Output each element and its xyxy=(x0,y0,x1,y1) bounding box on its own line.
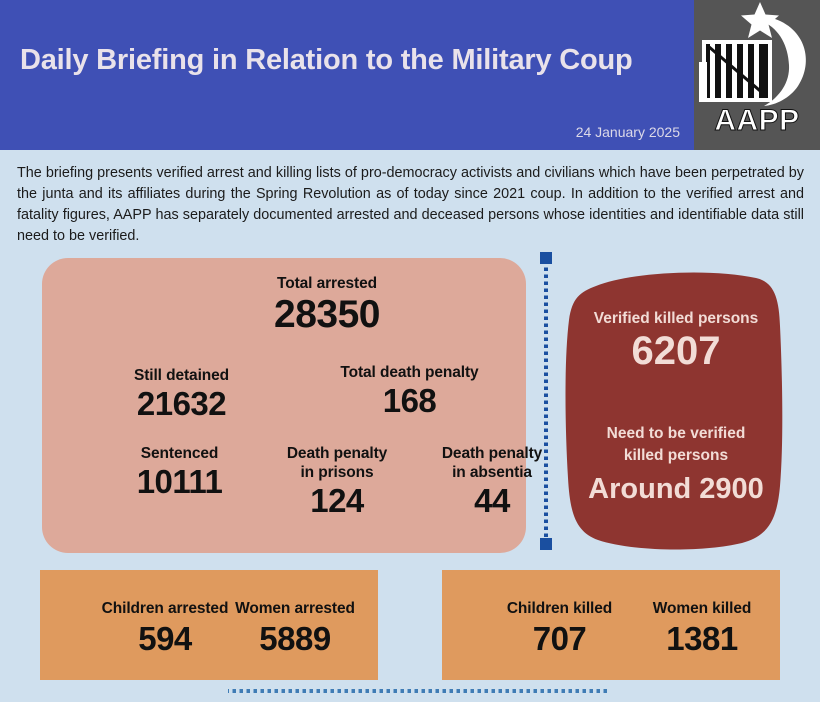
logo-panel: AAPP xyxy=(694,0,820,150)
stat-value: 10111 xyxy=(136,463,223,500)
blob-content: Verified killed persons 6207 Need to be … xyxy=(560,268,792,551)
stat-children-arrested: Children arrested 594 xyxy=(50,598,280,659)
aapp-logo xyxy=(694,2,820,112)
stat-death-penalty-in-absentia: Death penalty in absentia 44 xyxy=(402,444,582,520)
stat-value: 594 xyxy=(138,620,192,657)
horizontal-dotted-rule xyxy=(228,689,608,693)
briefing-date: 24 January 2025 xyxy=(575,124,680,140)
stat-label: Women killed xyxy=(652,600,752,617)
need-verified-value: Around 2900 xyxy=(588,473,764,505)
stat-value: 21632 xyxy=(136,385,227,422)
page-title: Daily Briefing in Relation to the Milita… xyxy=(20,44,633,76)
stat-label: Women arrested xyxy=(235,600,355,617)
stat-label-line1: Death penalty xyxy=(286,445,388,462)
logo-text: AAPP xyxy=(714,104,800,138)
stat-label: Still detained xyxy=(133,367,230,384)
blob-shape xyxy=(565,272,783,550)
intro-paragraph: The briefing presents verified arrest an… xyxy=(17,165,804,244)
stat-value: 28350 xyxy=(274,293,380,336)
stat-still-detained: Still detained 21632 xyxy=(74,366,289,423)
stat-label: Total arrested xyxy=(277,275,377,292)
star-icon xyxy=(741,2,779,38)
crescent-icon xyxy=(764,18,806,106)
killed-statistics-panel: Verified killed persons 6207 Need to be … xyxy=(560,268,792,551)
vertical-dotted-divider xyxy=(544,262,548,546)
page-header: Daily Briefing in Relation to the Milita… xyxy=(0,0,820,150)
stat-sentenced: Sentenced 10111 xyxy=(72,444,287,501)
stat-label: Sentenced xyxy=(140,445,219,462)
prison-cage-icon xyxy=(699,40,772,102)
verified-killed-value: 6207 xyxy=(631,329,721,373)
arrested-demographics-panel: Children arrested 594 Women arrested 588… xyxy=(40,570,378,680)
stat-value: 44 xyxy=(474,482,510,519)
stat-total-arrested: Total arrested 28350 xyxy=(172,274,482,337)
verified-killed-label: Verified killed persons xyxy=(593,310,759,327)
stat-label-line2: in absentia xyxy=(452,464,532,481)
stat-label-line2: in prisons xyxy=(300,464,374,481)
stat-women-arrested: Women arrested 5889 xyxy=(215,598,375,659)
need-verified-label-line1: Need to be verified xyxy=(606,425,746,442)
stat-value: 124 xyxy=(310,482,364,519)
divider-handle-top[interactable] xyxy=(540,252,552,264)
arrest-statistics-panel: Total arrested 28350 Still detained 2163… xyxy=(42,258,542,553)
stat-total-death-penalty: Total death penalty 168 xyxy=(292,363,527,420)
stat-value: 1381 xyxy=(666,620,738,657)
stat-label: Children killed xyxy=(506,600,613,617)
divider-handle-bottom[interactable] xyxy=(540,538,552,550)
stat-death-penalty-in-prisons: Death penalty in prisons 124 xyxy=(247,444,427,520)
stat-value: 5889 xyxy=(259,620,331,657)
stat-women-killed: Women killed 1381 xyxy=(627,598,777,659)
stat-label-line1: Death penalty xyxy=(441,445,543,462)
killed-demographics-panel: Children killed 707 Women killed 1381 xyxy=(442,570,780,680)
stat-value: 707 xyxy=(532,620,587,657)
stat-label: Children arrested xyxy=(101,600,229,617)
need-verified-label-line2: killed persons xyxy=(623,447,729,464)
stat-children-killed: Children killed 707 xyxy=(452,598,667,659)
stat-label: Total death penalty xyxy=(340,364,479,381)
stat-value: 168 xyxy=(382,382,437,419)
